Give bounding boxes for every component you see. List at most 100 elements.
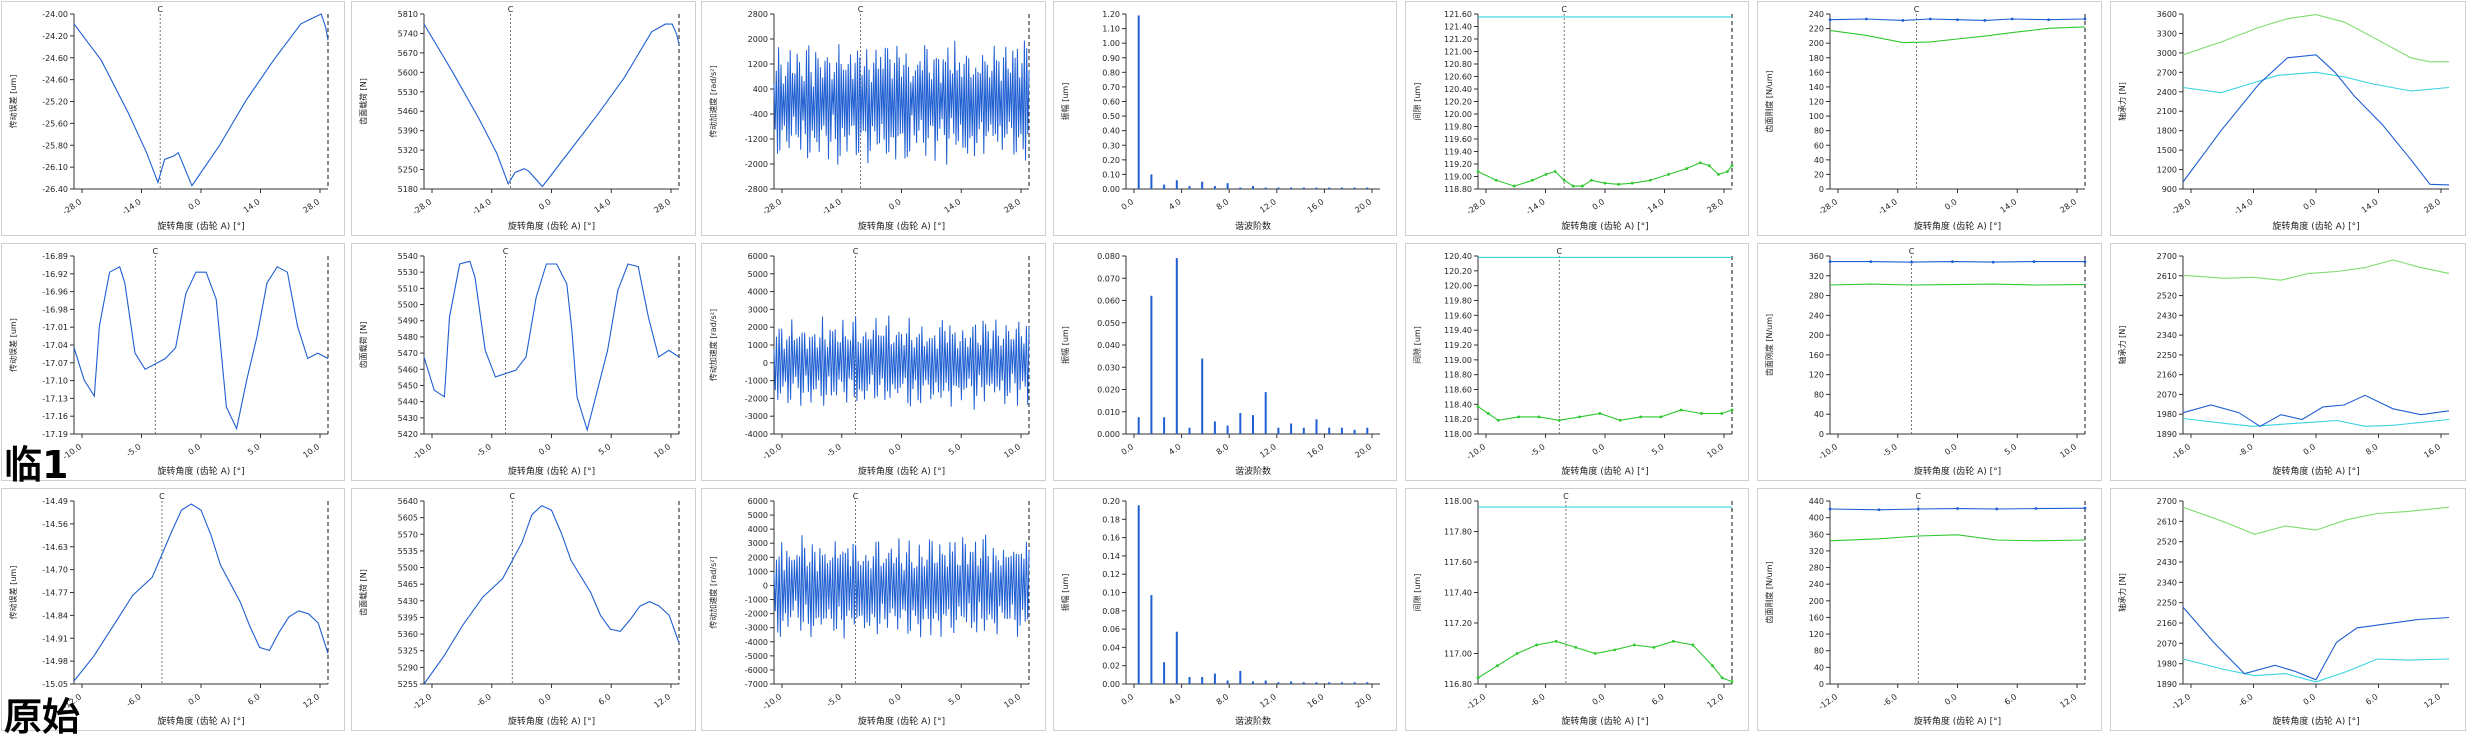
y-tick-label: 3300 (2157, 29, 2177, 38)
data-point (1951, 260, 1954, 264)
data-point (1716, 173, 1720, 176)
y-axis-label: 轴承力 [N] (2117, 326, 2127, 365)
y-tick-label: 0.060 (1097, 297, 1120, 306)
y-tick-label: -24.60 (42, 76, 68, 85)
x-tick-label: 5.0 (2003, 442, 2019, 457)
y-tick-label: 0.20 (1102, 497, 1120, 506)
y-tick-label: 220 (1809, 25, 1824, 34)
x-tick-label: 8.0 (1215, 692, 1231, 707)
y-tick-label: 200 (1809, 597, 1824, 606)
y-tick-label: 280 (1809, 564, 1824, 573)
x-tick-label: 10.0 (1002, 442, 1022, 460)
y-tick-label: 5510 (398, 284, 418, 293)
series-line (2182, 658, 2450, 683)
y-tick-label: -2800 (745, 185, 768, 194)
y-tick-label: 120 (1809, 371, 1824, 380)
chart-svg: 2700 2610 2520 2430 2340 2250 2160 2070 1980 1890… (2117, 497, 2450, 727)
x-tick-label: -6.0 (125, 692, 143, 708)
x-tick-label: -6.0 (2237, 692, 2255, 708)
bar (1252, 186, 1254, 189)
y-tick-label: 0.080 (1097, 252, 1120, 261)
y-tick-label: 5430 (398, 597, 418, 606)
x-tick-label: 16.0 (1306, 197, 1326, 215)
x-axis-label: 旋转角度 (齿轮 A) [°] (1914, 465, 2001, 477)
series-line (1829, 534, 2086, 542)
bar (1213, 673, 1216, 684)
y-tick-label: 0.070 (1097, 274, 1120, 283)
y-tick-label: 119.40 (1444, 326, 1472, 335)
x-tick-label: 12.0 (1258, 442, 1278, 460)
y-tick-label: 5740 (398, 29, 418, 38)
bar (1302, 187, 1305, 189)
x-tick-label: 0.0 (1591, 692, 1607, 707)
y-tick-label: 5430 (398, 414, 418, 423)
chart-svg: 3600 3300 3000 2700 2400 2100 1800 1500 1200 900 -… (2117, 10, 2450, 232)
x-tick-label: -12.0 (411, 692, 433, 711)
y-tick-label: 5605 (398, 514, 418, 523)
y-axis-label: 传动误差 [um] (8, 318, 18, 372)
y-tick-label: 2250 (2157, 351, 2177, 360)
x-tick-label: 0.0 (187, 442, 203, 457)
y-tick-label: -15.05 (42, 680, 68, 689)
y-tick-label: 2000 (748, 553, 768, 562)
y-tick-label: -1200 (745, 135, 768, 144)
bar (1353, 429, 1356, 434)
data-point (1598, 412, 1602, 415)
y-axis-label: 振幅 [um] (1060, 326, 1070, 364)
data-point (2083, 260, 2087, 264)
bar (1226, 183, 1229, 189)
y-tick-label: 0 (1819, 430, 1824, 439)
bar (1290, 681, 1293, 684)
bar (1290, 423, 1293, 434)
chart-panel-r2c1: 5640 5605 5570 5535 5500 5465 5430 5395 5360 5325… (351, 488, 696, 731)
y-tick-label: 5490 (398, 317, 418, 326)
y-tick-label: 2610 (2157, 517, 2177, 526)
series-line (2182, 417, 2450, 427)
x-tick-label: 10.0 (2058, 442, 2078, 460)
y-tick-label: 160 (1809, 351, 1824, 360)
data-point (1554, 639, 1558, 643)
x-tick-label: 4.0 (1167, 197, 1183, 212)
series-line (1830, 261, 2085, 263)
series-line (423, 504, 680, 685)
chart-panel-r2c0: -14.49 -14.56 -14.63 -14.70 -14.77 -14.84 -14.… (1, 488, 345, 731)
y-tick-label: 2520 (2157, 538, 2177, 547)
y-tick-label: 5320 (398, 146, 418, 155)
x-tick-label: 6.0 (246, 692, 262, 707)
y-tick-label: -17.01 (42, 323, 68, 332)
bar (1264, 392, 1267, 434)
x-axis-label: 谐波阶数 (1235, 220, 1271, 232)
series-line (73, 266, 329, 431)
x-tick-label: 0.0 (1943, 197, 1959, 212)
y-tick-label: -2000 (745, 394, 768, 403)
data-point (1720, 412, 1724, 415)
bar (1277, 187, 1280, 189)
x-tick-label: 14.0 (943, 197, 963, 215)
chart-panel-r1c5: 360 320 280 240 200 160 120 80 40 0 -10.0 -5.0 0.0 5.… (1757, 243, 2102, 481)
x-tick-label: 0.0 (1120, 442, 1136, 457)
y-tick-label: 80 (1814, 390, 1824, 399)
data-point (1910, 260, 1913, 264)
y-tick-label: 120.00 (1444, 110, 1472, 119)
data-point (1618, 418, 1622, 422)
x-tick-label: -14.0 (821, 197, 843, 216)
cursor-label: C (1556, 247, 1562, 256)
y-axis-label: 振幅 [um] (1060, 83, 1070, 121)
y-tick-label: 1000 (748, 567, 768, 576)
data-point (2032, 260, 2036, 264)
y-tick-label: -14.91 (42, 634, 68, 643)
y-tick-label: -26.10 (42, 163, 68, 172)
series-line (773, 40, 1030, 165)
x-tick-label: 4.0 (1167, 442, 1183, 457)
data-point (1494, 178, 1498, 182)
y-tick-label: 5500 (398, 301, 418, 310)
chart-svg: 5640 5605 5570 5535 5500 5465 5430 5395 5360 5325… (358, 492, 680, 727)
y-tick-label: 5420 (398, 430, 418, 439)
data-point (1691, 643, 1695, 647)
x-tick-label: 0.0 (537, 197, 553, 212)
cursor-label: C (509, 492, 515, 501)
row-label-original: 原始 (4, 695, 81, 739)
x-tick-label: 0.0 (1120, 197, 1136, 212)
chart-panel-r1c3: 0.080 0.070 0.060 0.050 0.040 0.030 0.020 0.010… (1053, 243, 1397, 481)
chart-svg: -14.49 -14.56 -14.63 -14.70 -14.77 -14.84 -14.… (8, 492, 329, 727)
